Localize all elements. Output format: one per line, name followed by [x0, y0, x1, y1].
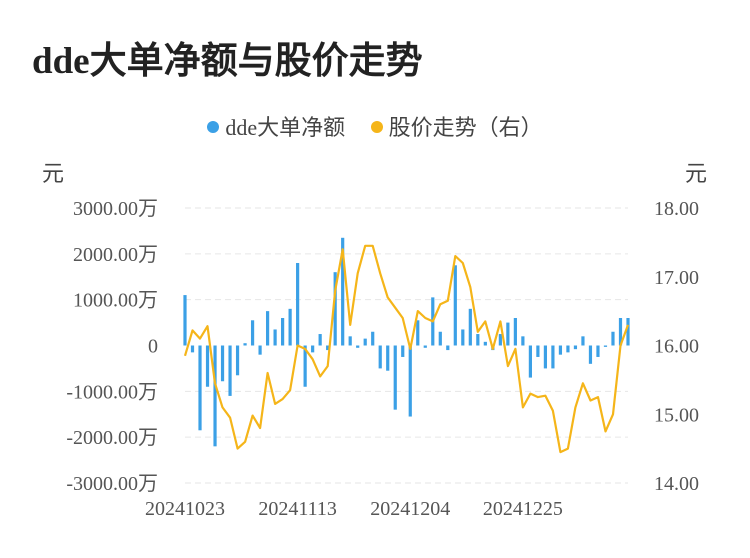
legend-label-price: 股价走势（右）	[388, 115, 543, 140]
bar-dde	[311, 345, 315, 353]
bar-dde	[408, 345, 412, 417]
bar-dde	[326, 345, 330, 351]
bar-dde	[303, 345, 307, 387]
x-tick-label: 20241113	[258, 498, 337, 520]
left-tick-label: -2000.00万	[66, 427, 158, 449]
bar-dde	[596, 345, 600, 357]
bar-dde	[438, 331, 442, 346]
bar-dde	[603, 345, 608, 347]
legend-marker-dde	[207, 121, 220, 133]
legend-marker-price	[370, 121, 383, 133]
bar-dde	[543, 345, 548, 369]
bar-dde	[581, 336, 585, 346]
right-axis-unit: 元	[685, 161, 708, 186]
right-tick-label: 14.00	[654, 473, 699, 495]
bar-dde	[626, 318, 630, 346]
bar-dde	[551, 345, 555, 369]
bar-dde	[416, 320, 420, 346]
bar-dde	[348, 336, 352, 346]
x-tick-label: 20241023	[145, 498, 225, 520]
price-line	[183, 244, 630, 454]
bar-dde	[401, 345, 405, 357]
chart-title: dde大单净额与股价走势	[32, 41, 423, 82]
bar-dde	[265, 311, 270, 346]
bar-dde	[536, 345, 540, 357]
bar-dde	[288, 308, 292, 346]
bar-dde	[198, 345, 202, 431]
bar-dde	[250, 320, 255, 346]
bar-dde	[183, 295, 187, 346]
legend-item-dde[interactable]: dde大单净额	[207, 110, 345, 142]
bar-dde	[228, 345, 232, 396]
left-tick-label: 1000.00万	[73, 290, 158, 312]
legend-item-price[interactable]: 股价走势（右）	[370, 110, 543, 142]
right-tick-label: 18.00	[654, 198, 699, 220]
bar-dde	[318, 334, 322, 346]
right-tick-label: 17.00	[654, 267, 699, 289]
bar-dde	[356, 345, 360, 348]
bar-dde	[468, 308, 472, 346]
bar-dde	[483, 341, 487, 346]
bar-dde	[273, 329, 277, 346]
bar-dde	[393, 345, 397, 410]
bar-dde	[618, 318, 623, 346]
bar-dde	[341, 237, 345, 346]
left-tick-label: 3000.00万	[73, 198, 158, 220]
bar-dde	[296, 263, 300, 346]
bar-dde	[513, 318, 517, 346]
bar-dde	[446, 345, 450, 351]
bar-dde	[476, 334, 480, 346]
bar-dde	[521, 336, 525, 346]
bar-dde	[243, 343, 247, 346]
bar-dde	[611, 331, 615, 346]
bar-dde	[566, 345, 570, 353]
bar-dde	[258, 345, 262, 355]
left-tick-label: -3000.00万	[66, 473, 158, 495]
left-tick-label: 0	[148, 336, 158, 358]
left-tick-label: 2000.00万	[73, 244, 158, 266]
bar-dde	[281, 318, 285, 346]
bar-dde	[528, 345, 532, 378]
legend: dde大单净额 股价走势（右）	[0, 110, 750, 142]
bar-dde	[423, 345, 427, 348]
bar-dde	[558, 345, 563, 355]
bar-dde	[378, 345, 382, 369]
bar-dde	[453, 265, 457, 346]
right-tick-label: 15.00	[654, 404, 699, 426]
legend-label-dde: dde大单净额	[225, 115, 346, 140]
bar-dde	[498, 334, 502, 346]
bar-dde	[588, 345, 593, 364]
bar-dde	[220, 345, 225, 382]
bar-dde	[573, 345, 578, 350]
right-tick-label: 16.00	[654, 336, 699, 358]
bar-dde	[371, 331, 375, 346]
left-axis-unit: 元	[42, 161, 65, 186]
bar-dde	[333, 272, 337, 346]
bar-dde	[213, 345, 217, 447]
bar-dde	[235, 345, 240, 376]
bar-dde	[506, 322, 510, 346]
bar-dde	[205, 345, 210, 387]
bar-dde	[386, 345, 390, 371]
x-tick-label: 20241225	[483, 498, 563, 520]
x-tick-label: 20241204	[370, 498, 450, 520]
bar-dde	[461, 329, 465, 346]
bar-dde	[363, 338, 367, 346]
left-tick-label: -1000.00万	[66, 381, 158, 403]
bar-dde	[190, 345, 195, 353]
